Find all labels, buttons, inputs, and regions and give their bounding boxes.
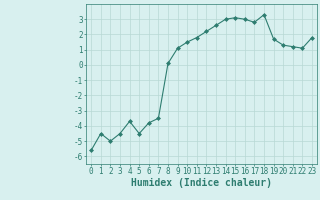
X-axis label: Humidex (Indice chaleur): Humidex (Indice chaleur) — [131, 178, 272, 188]
